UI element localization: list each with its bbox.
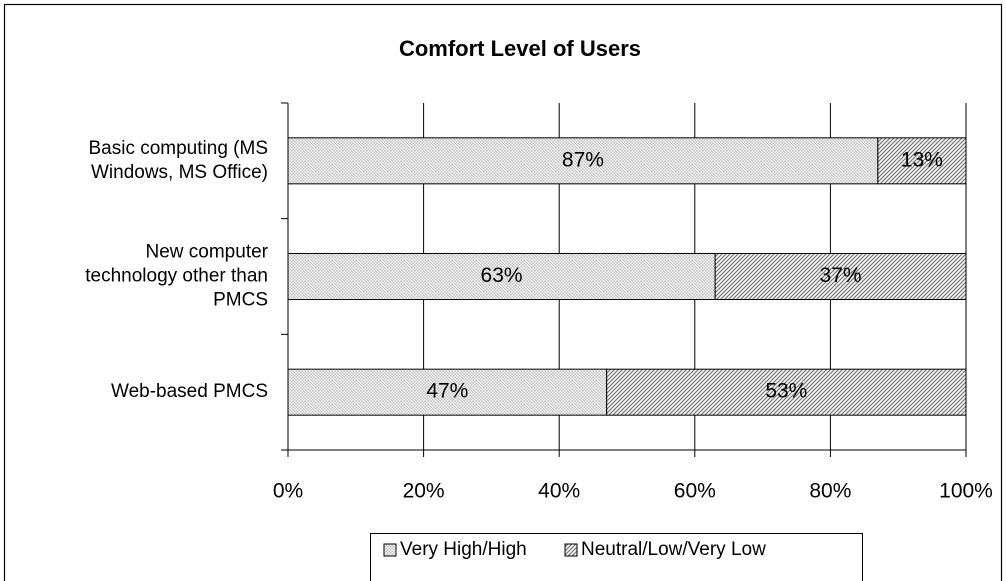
legend-label: Neutral/Low/Very Low (581, 539, 766, 560)
y-tick-label: Web-based PMCS (111, 381, 268, 402)
legend-swatch (564, 543, 578, 557)
chart-title: Comfort Level of Users (399, 36, 641, 61)
bar (287, 253, 716, 300)
legend-swatch (383, 543, 397, 557)
x-tick-label: 80% (809, 480, 851, 503)
y-tick-label: PMCS (213, 290, 268, 311)
value-label: 13% (901, 148, 943, 171)
x-tick-label: 20% (403, 480, 445, 503)
value-label: 47% (426, 380, 468, 403)
x-tick-label: 100% (939, 480, 993, 503)
value-label: 63% (481, 264, 523, 287)
y-tick-label: technology other than (85, 266, 268, 287)
bar (606, 368, 967, 416)
value-label: 37% (820, 264, 862, 287)
legend-label: Very High/High (400, 539, 527, 560)
x-tick-label: 60% (674, 480, 716, 503)
legend (370, 533, 863, 581)
bar (714, 253, 967, 300)
y-tick-label: Windows, MS Office) (91, 162, 268, 183)
value-label: 53% (765, 380, 807, 403)
y-tick-label: Basic computing (MS (88, 138, 268, 159)
bar (877, 137, 967, 185)
value-label: 87% (562, 148, 604, 171)
bar (287, 137, 879, 185)
x-tick-label: 40% (538, 480, 580, 503)
x-tick-label: 0% (273, 480, 303, 503)
y-tick-label: New computer (146, 242, 269, 263)
